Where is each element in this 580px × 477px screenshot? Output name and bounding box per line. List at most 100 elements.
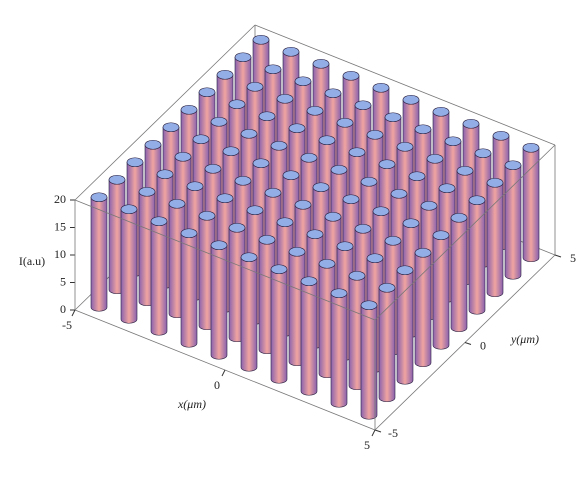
pillar-cap [336, 241, 354, 252]
pillar-cap [402, 218, 420, 229]
pillar [300, 280, 318, 396]
pillar-cap [276, 217, 294, 228]
pillar-cap [462, 118, 480, 129]
pillar-cap [348, 270, 366, 281]
pillar-cap [306, 105, 324, 116]
pillar [468, 199, 486, 315]
pillar-cap [294, 199, 312, 210]
pillar-cap [420, 200, 438, 211]
pillar-cap [216, 69, 234, 80]
z-tick-label: 15 [54, 219, 66, 233]
pillar-cap [486, 177, 504, 188]
x-axis-label: x(μm) [177, 397, 206, 411]
x-tick [371, 429, 376, 437]
pillar [120, 208, 138, 324]
pillar-cap [174, 151, 192, 162]
pillar-cap [186, 181, 204, 192]
pillar-cap [228, 222, 246, 233]
pillar [432, 234, 450, 350]
z-tick-label: 10 [54, 247, 66, 261]
pillar-cap [198, 87, 216, 98]
pillar-cap [300, 276, 318, 287]
pillar-cap [144, 139, 162, 150]
z-tick-label: 0 [60, 302, 66, 316]
pillar-cap [372, 206, 390, 217]
pillar-cap [288, 246, 306, 257]
pillar [522, 147, 540, 263]
pillar-cap [318, 258, 336, 269]
pillar-cap [414, 247, 432, 258]
pillar-cap [378, 282, 396, 293]
y-tick [554, 254, 562, 258]
pillar [414, 252, 432, 368]
pillar [486, 182, 504, 298]
pillar-cap [198, 210, 216, 221]
pillar-cap [180, 228, 198, 239]
pillar [150, 220, 168, 336]
pillar-cap [450, 212, 468, 223]
pillar-cap [210, 240, 228, 251]
pillar-cap [270, 140, 288, 151]
pillar-cap [336, 117, 354, 128]
pillar-cap [468, 195, 486, 206]
pillar-cap [360, 300, 378, 311]
pillar-cap [222, 146, 240, 157]
pillar-cap [252, 34, 270, 45]
box-edge [74, 24, 256, 201]
pillar [270, 268, 288, 384]
pillar-cap [288, 123, 306, 134]
pillar-cap [282, 170, 300, 181]
pillar-cap [180, 104, 198, 115]
pillar [240, 256, 258, 372]
pillar-cap [348, 147, 366, 158]
pillar-cap [360, 176, 378, 187]
pillar-cap [366, 129, 384, 140]
x-tick-label: -5 [62, 318, 72, 332]
pillar-cap [246, 81, 264, 92]
x-tick-label: 0 [214, 378, 220, 392]
pillar [90, 196, 108, 312]
pillar-cap [342, 194, 360, 205]
pillar-cap [108, 174, 126, 185]
pillar-cap [324, 88, 342, 99]
pillar-cap [234, 52, 252, 63]
pillar-cap [372, 82, 390, 93]
pillar-cap [192, 134, 210, 145]
pillar [330, 292, 348, 408]
pillar-cap [216, 193, 234, 204]
y-tick-label: 5 [570, 251, 576, 265]
pillar-cap [378, 159, 396, 170]
pillar-cap [432, 106, 450, 117]
pillar [450, 217, 468, 333]
pillar-cap [90, 192, 108, 203]
pillar-cap [156, 169, 174, 180]
x-tick [71, 309, 76, 317]
pillar-cap [270, 264, 288, 275]
pillar-cap [384, 112, 402, 123]
y-axis-label: y(μm) [510, 332, 539, 346]
pillar-cap [294, 76, 312, 87]
pillar-cap [342, 70, 360, 81]
pillar-cap [264, 187, 282, 198]
pillar-cap [240, 252, 258, 263]
y-tick-label: -5 [388, 426, 398, 440]
pillar-cap [210, 116, 228, 127]
pillar-cap [396, 141, 414, 152]
pillar-cap [456, 165, 474, 176]
pillar-cap [306, 229, 324, 240]
pillar-cap [228, 99, 246, 110]
pillar-cap [330, 288, 348, 299]
pillar-cap [138, 186, 156, 197]
pillar-cap [396, 265, 414, 276]
pillar-cap [444, 136, 462, 147]
pillar-cap [438, 183, 456, 194]
pillar-cap [384, 235, 402, 246]
pillar [180, 232, 198, 348]
box-edge [254, 24, 556, 146]
y-tick [374, 429, 382, 433]
pillar-cap [390, 188, 408, 199]
z-tick-label: 5 [60, 274, 66, 288]
pillar-cap [150, 216, 168, 227]
pillar-cap [426, 153, 444, 164]
pillar-cap [264, 64, 282, 75]
